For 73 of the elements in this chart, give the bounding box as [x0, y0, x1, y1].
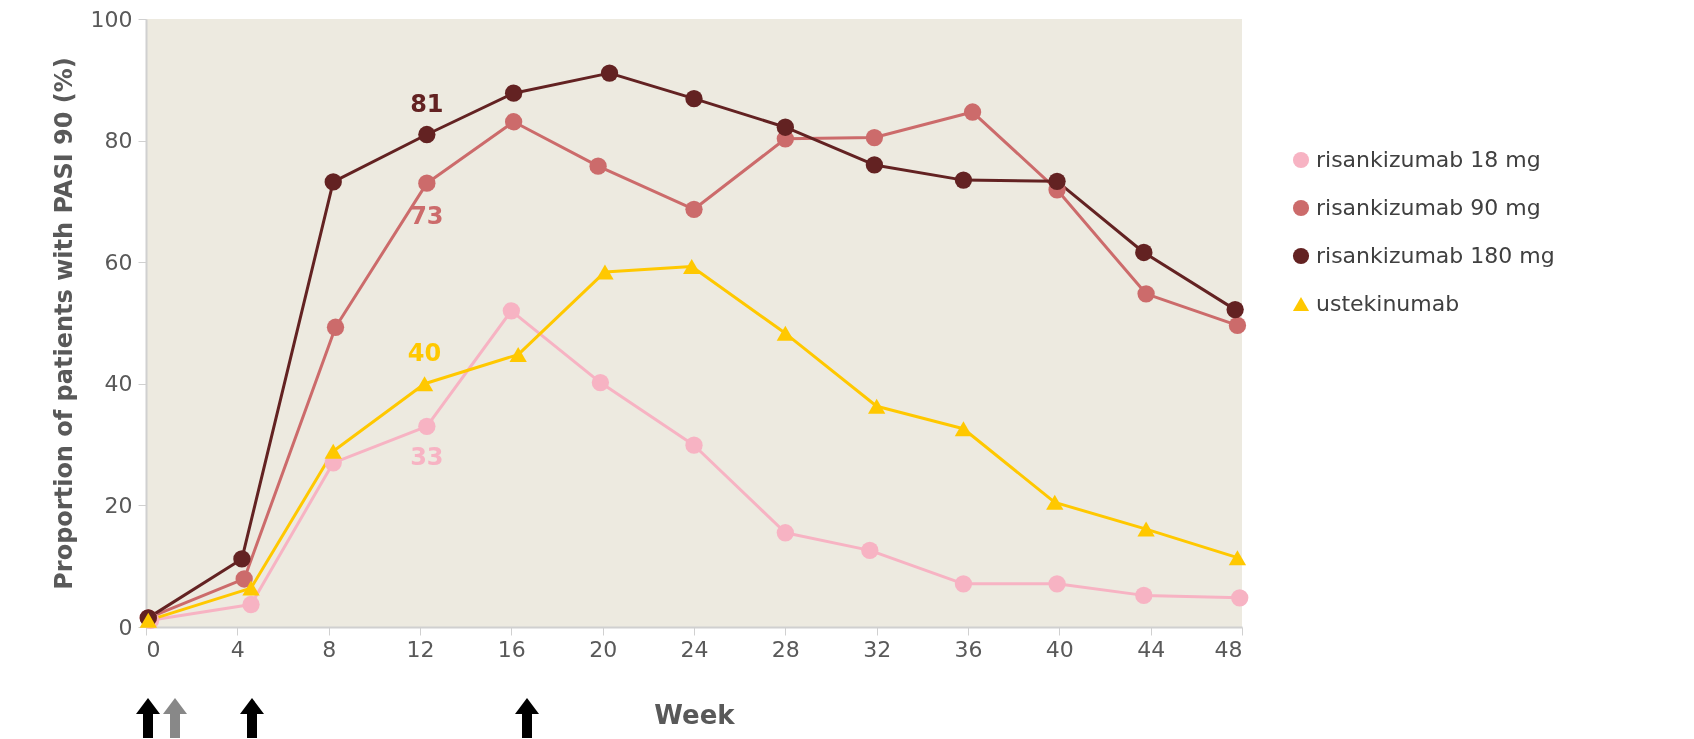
point — [776, 325, 794, 341]
y-tick-label: 80 — [104, 128, 133, 154]
point — [242, 595, 260, 614]
legend-label: risankizumab 90 mg — [1316, 195, 1541, 220]
x-tick-label: 4 — [230, 636, 245, 662]
y-tick-label: 0 — [118, 614, 133, 640]
x-tick-label: 48 — [1214, 636, 1243, 662]
point — [1226, 300, 1244, 319]
point — [685, 436, 703, 454]
point — [1048, 575, 1066, 593]
point — [954, 421, 973, 437]
y-axis-title: Proportion of patients with PASI 90 (%) — [49, 57, 78, 590]
y-tick-label: 20 — [104, 492, 133, 518]
point — [1137, 521, 1155, 537]
point — [683, 258, 701, 274]
legend-label: risankizumab 18 mg — [1316, 147, 1541, 172]
point — [324, 443, 342, 459]
point — [954, 171, 973, 189]
y-tick-label: 100 — [90, 6, 133, 32]
point — [418, 174, 436, 192]
data-label: 81 — [410, 89, 444, 118]
point — [596, 264, 614, 280]
x-axis-title: Week — [654, 699, 736, 730]
point — [1231, 589, 1249, 607]
point — [963, 103, 982, 121]
y-tick-label: 60 — [104, 249, 133, 275]
x-tick-label: 12 — [406, 636, 435, 662]
point — [1228, 550, 1247, 566]
legend-label: risankizumab 180 mg — [1316, 243, 1555, 268]
point — [685, 90, 703, 108]
data-label: 73 — [410, 202, 444, 231]
x-tick-label: 16 — [497, 636, 526, 662]
x-tick-label: 0 — [146, 636, 161, 662]
point — [600, 64, 619, 82]
x-tick-label: 44 — [1137, 636, 1166, 662]
data-label: 40 — [407, 338, 442, 367]
point — [324, 173, 342, 191]
point — [776, 118, 794, 136]
point — [233, 550, 251, 568]
point — [865, 128, 884, 147]
point — [504, 84, 523, 102]
point — [1046, 494, 1064, 510]
point — [1048, 172, 1066, 190]
x-tick-label: 40 — [1045, 636, 1074, 662]
point — [1135, 243, 1153, 262]
point — [954, 575, 973, 593]
x-tick-label: 24 — [680, 636, 709, 662]
point — [509, 347, 527, 363]
x-tick-label: 36 — [954, 636, 983, 662]
point — [685, 200, 703, 218]
point — [502, 302, 520, 320]
point — [1135, 586, 1153, 605]
point — [865, 156, 884, 174]
point — [1228, 316, 1247, 335]
x-tick-label: 28 — [771, 636, 800, 662]
point — [242, 580, 260, 596]
point — [326, 318, 345, 336]
point — [776, 524, 794, 542]
point — [415, 376, 434, 392]
point — [591, 373, 610, 392]
x-tick-label: 20 — [589, 636, 618, 662]
legend-label: ustekinumab — [1316, 291, 1460, 316]
point — [418, 125, 436, 144]
point — [861, 541, 879, 560]
point — [589, 157, 607, 175]
point — [418, 417, 436, 435]
point — [1137, 285, 1155, 303]
point — [235, 570, 253, 588]
x-tick-label: 8 — [322, 636, 337, 662]
x-tick-label: 32 — [863, 636, 892, 662]
point — [868, 398, 886, 414]
point — [504, 113, 523, 131]
y-tick-label: 40 — [104, 371, 133, 397]
